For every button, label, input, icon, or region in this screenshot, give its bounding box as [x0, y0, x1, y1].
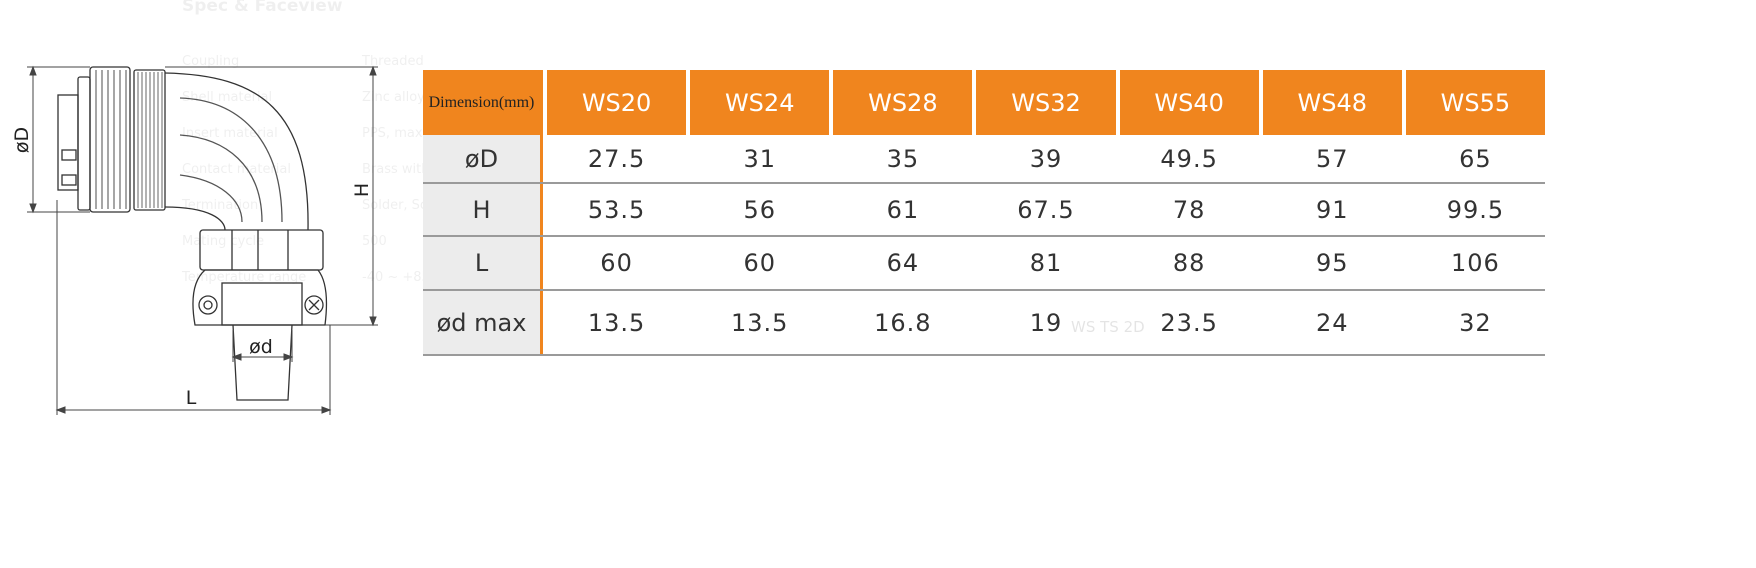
row-label: H — [423, 184, 543, 235]
column-header: WS28 — [833, 70, 973, 135]
dimension-lines — [27, 65, 378, 415]
table-cell: 31 — [743, 144, 776, 173]
table-row: H 53.5 56 61 67.5 78 91 99.5 — [423, 184, 1545, 237]
table-row: ød max 13.5 13.5 16.8 19 23.5 24 32 — [423, 291, 1545, 356]
table-cell: 32 — [1459, 308, 1492, 337]
column-header: WS20 — [547, 70, 687, 135]
row-label: øD — [423, 135, 543, 182]
table-cell: 60 — [600, 249, 633, 277]
dimension-table: Dimension(mm) WS20 WS24 WS28 WS32 WS40 WS48 WS5… — [423, 70, 1545, 356]
table-cell: 106 — [1451, 249, 1500, 277]
table-cell: 67.5 — [1017, 195, 1075, 224]
table-cell: 99.5 — [1446, 195, 1505, 224]
table-cell: 88 — [1172, 249, 1206, 277]
table-cell: 35 — [886, 144, 920, 173]
table-cell: 53.5 — [587, 195, 646, 224]
column-header: WS24 — [690, 70, 830, 135]
connector-drawing: øD H ød L — [11, 65, 378, 415]
column-header: WS40 — [1119, 70, 1259, 135]
spec-label: Coupling — [182, 54, 240, 69]
spec-label: Temperature range — [182, 270, 307, 285]
table-cell: 64 — [886, 249, 920, 277]
table-cell: 57 — [1316, 144, 1349, 173]
table-cell: 81 — [1029, 249, 1063, 277]
table-cell: 13.5 — [730, 308, 789, 337]
column-header: WS48 — [1262, 70, 1402, 135]
table-cell: 65 — [1459, 144, 1492, 173]
spec-value: Threaded — [362, 54, 424, 69]
spec-value: 500 — [362, 234, 387, 249]
row-label: ød max — [423, 291, 543, 354]
table-cell: 95 — [1316, 249, 1349, 277]
spec-value: PPS, max — [362, 126, 423, 141]
table-cell: 61 — [886, 195, 920, 224]
dimension-label: H — [351, 183, 373, 197]
table-cell: 19 — [1029, 308, 1063, 337]
table-cell: 49.5 — [1160, 144, 1218, 173]
spec-value: Solder, Scr — [362, 198, 433, 213]
header-row: Dimension(mm) WS20 WS24 WS28 WS32 WS40 WS48 WS5… — [423, 70, 1545, 135]
table-cell: 23.5 — [1160, 308, 1218, 337]
table-cell: 27.5 — [587, 144, 646, 173]
corner-cell: Dimension(mm) — [423, 70, 543, 135]
dimension-label: øD — [11, 127, 33, 153]
table-cell: 56 — [743, 195, 776, 224]
table-row: L 60 60 64 81 88 95 106 — [423, 237, 1545, 291]
spec-value: -40 ~ +85 — [362, 270, 430, 285]
table-cell: 60 — [743, 249, 776, 277]
row-label: L — [423, 237, 543, 289]
spec-label: Mating cycle — [182, 234, 265, 249]
dimension-label: ød — [249, 336, 273, 358]
section-title: Spec & Faceview — [182, 0, 343, 16]
spec-value: Zinc alloy — [362, 90, 425, 105]
table-cell: 39 — [1029, 144, 1063, 173]
column-header: WS32 — [976, 70, 1116, 135]
table-cell: 16.8 — [874, 308, 932, 337]
table-cell: 78 — [1172, 195, 1206, 224]
spec-value: Brass with — [362, 162, 430, 177]
dimension-label: L — [186, 387, 197, 409]
watermark: WS TS 2D — [1071, 318, 1145, 336]
table-cell: 13.5 — [587, 308, 646, 337]
spec-label: Contact material — [182, 162, 291, 177]
table-row: øD 27.5 31 35 39 49.5 57 65 — [423, 135, 1545, 184]
table-cell: 91 — [1316, 195, 1349, 224]
column-header: WS55 — [1405, 70, 1545, 135]
connector-outline — [57, 66, 328, 401]
table-cell: 24 — [1316, 308, 1349, 337]
